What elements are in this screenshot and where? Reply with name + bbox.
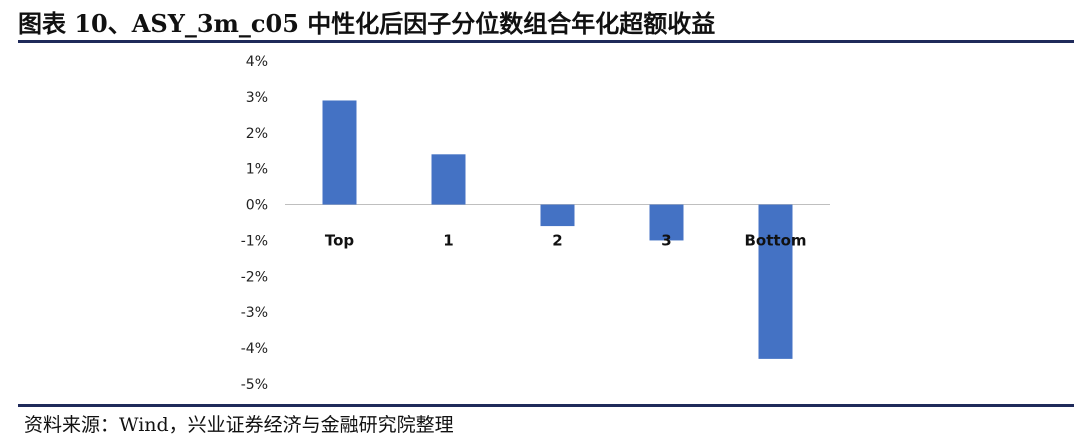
y-tick-label: 3% <box>246 90 268 106</box>
y-tick-label: -5% <box>241 377 268 393</box>
y-tick-label: -1% <box>241 233 268 249</box>
bar-3 <box>649 204 684 241</box>
y-tick-label: 1% <box>246 162 268 178</box>
category-label: 3 <box>661 232 671 250</box>
y-tick-label: 2% <box>246 126 268 142</box>
category-label: Top <box>325 232 355 250</box>
bar-1 <box>431 154 466 205</box>
chart-title: 图表 10、ASY_3m_c05 中性化后因子分位数组合年化超额收益 <box>18 9 716 38</box>
category-label: 1 <box>443 232 453 250</box>
source-note: 资料来源：Wind，兴业证券经济与金融研究院整理 <box>24 414 454 436</box>
bar-top <box>322 100 357 205</box>
title-underline <box>18 40 1074 43</box>
category-label: 2 <box>552 232 562 250</box>
y-tick-label: -4% <box>241 341 268 357</box>
y-tick-label: 4% <box>246 54 268 70</box>
y-tick-label: -2% <box>241 269 268 285</box>
bar-2 <box>540 204 575 227</box>
category-label: Bottom <box>744 232 806 250</box>
footer-rule <box>18 404 1074 407</box>
y-tick-label: -3% <box>241 305 268 321</box>
y-tick-label: 0% <box>246 198 268 214</box>
bar-bottom <box>758 204 793 359</box>
